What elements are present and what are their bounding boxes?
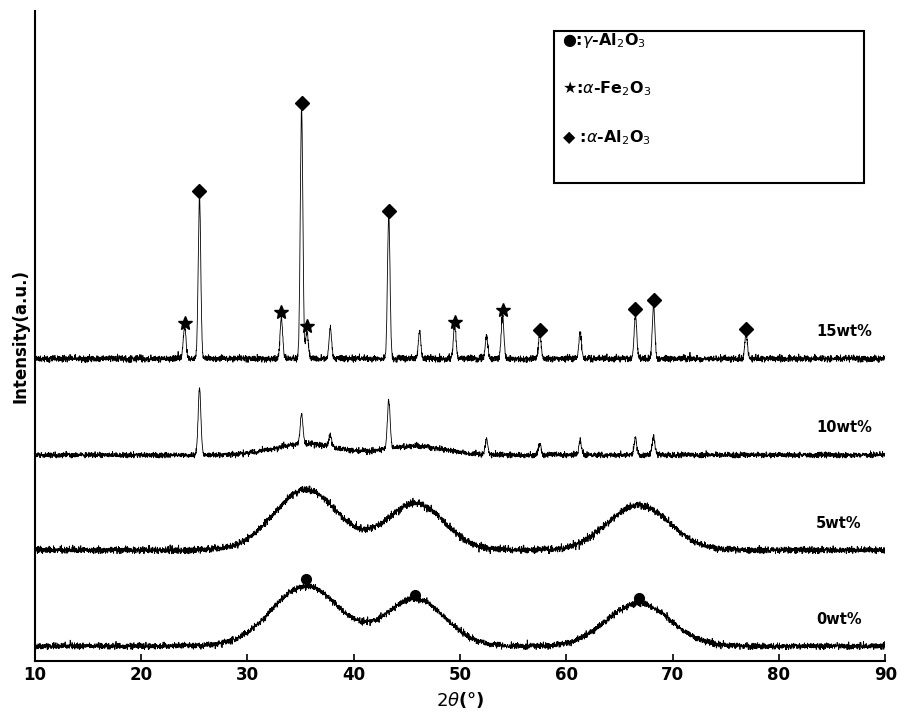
Text: ●:$\gamma$-Al$_2$O$_3$: ●:$\gamma$-Al$_2$O$_3$: [562, 30, 646, 50]
Text: 0wt%: 0wt%: [816, 611, 862, 627]
Bar: [554, 30, 864, 183]
Text: ★:$\alpha$-Fe$_2$O$_3$: ★:$\alpha$-Fe$_2$O$_3$: [562, 79, 651, 98]
Text: 15wt%: 15wt%: [816, 324, 872, 340]
Text: ◆ :$\alpha$-Al$_2$O$_3$: ◆ :$\alpha$-Al$_2$O$_3$: [562, 128, 651, 147]
Text: 5wt%: 5wt%: [816, 516, 862, 531]
Y-axis label: Intensity(a.u.): Intensity(a.u.): [11, 269, 29, 403]
X-axis label: $2\theta$(°): $2\theta$(°): [436, 690, 484, 710]
Text: 10wt%: 10wt%: [816, 420, 872, 435]
